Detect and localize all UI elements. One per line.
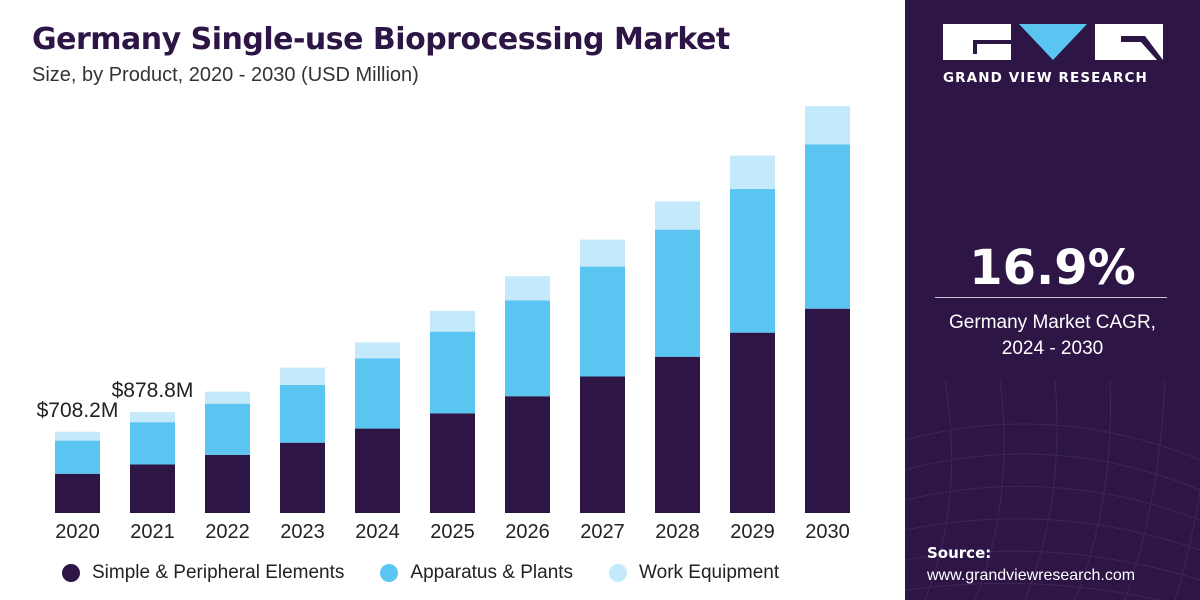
bar-2020-series-0 bbox=[55, 473, 100, 513]
bar-2030-series-0 bbox=[805, 308, 850, 513]
bar-2030-series-1 bbox=[805, 144, 850, 309]
x-tick-2027: 2027 bbox=[580, 521, 625, 543]
bar-chart: 2020 2021 2022 2023 2024 2025 2026 2027 2028 2029… bbox=[37, 106, 850, 543]
bar-2029-series-2 bbox=[730, 155, 775, 189]
cagr-label-line2: 2024 - 2030 bbox=[1001, 338, 1104, 359]
logo-triangle-icon bbox=[1019, 24, 1087, 60]
chart-title: Germany Single-use Bioprocessing Market bbox=[32, 22, 730, 57]
cagr-label-line1: Germany Market CAGR, bbox=[949, 312, 1156, 333]
chart-area: Germany Single-use Bioprocessing Market … bbox=[32, 22, 850, 584]
legend-item-simple: Simple & Peripheral Elements bbox=[62, 562, 344, 584]
side-panel: GRAND VIEW RESEARCH 16.9% Germany Market… bbox=[905, 0, 1200, 600]
chart-subtitle: Size, by Product, 2020 - 2030 (USD Milli… bbox=[32, 64, 419, 86]
bar-2022-series-1 bbox=[205, 403, 250, 455]
bar-2021-series-0 bbox=[130, 464, 175, 513]
legend-item-work: Work Equipment bbox=[609, 562, 779, 584]
bar-2024-series-0 bbox=[355, 428, 400, 513]
bar-2029-series-1 bbox=[730, 188, 775, 333]
bar-2023-series-2 bbox=[280, 367, 325, 385]
bar-2021-series-1 bbox=[130, 422, 175, 465]
x-tick-2023: 2023 bbox=[280, 521, 325, 543]
bar-2027-series-2 bbox=[580, 239, 625, 267]
bar-2024-series-1 bbox=[355, 358, 400, 429]
legend-swatch-simple bbox=[62, 564, 80, 582]
bar-2030-series-2 bbox=[805, 106, 850, 145]
bar-2028-series-1 bbox=[655, 229, 700, 357]
source-link[interactable]: www.grandviewresearch.com bbox=[927, 567, 1136, 584]
bar-2025-series-2 bbox=[430, 310, 475, 332]
bar-2027-series-1 bbox=[580, 266, 625, 377]
bar-2026-series-1 bbox=[505, 300, 550, 397]
bar-2020-series-2 bbox=[55, 431, 100, 441]
legend-label-work: Work Equipment bbox=[639, 562, 780, 583]
bar-2024-series-2 bbox=[355, 342, 400, 359]
bar-2023-series-0 bbox=[280, 442, 325, 513]
x-tick-2021: 2021 bbox=[130, 521, 175, 543]
bar-2026-series-0 bbox=[505, 396, 550, 513]
x-tick-2030: 2030 bbox=[805, 521, 850, 543]
legend-swatch-apparatus bbox=[380, 564, 399, 582]
x-tick-2020: 2020 bbox=[55, 521, 100, 543]
bar-2029-series-0 bbox=[730, 332, 775, 513]
legend-swatch-work bbox=[609, 564, 628, 582]
logo-block-r-icon bbox=[1095, 24, 1163, 60]
bar-2022-series-0 bbox=[205, 454, 250, 513]
x-tick-2029: 2029 bbox=[730, 521, 775, 543]
legend-label-apparatus: Apparatus & Plants bbox=[410, 562, 574, 583]
bar-2025-series-0 bbox=[430, 413, 475, 513]
x-tick-2024: 2024 bbox=[355, 521, 400, 543]
x-tick-2022: 2022 bbox=[205, 521, 250, 543]
bar-2020-series-1 bbox=[55, 440, 100, 474]
x-tick-2028: 2028 bbox=[655, 521, 700, 543]
bar-2027-series-0 bbox=[580, 376, 625, 513]
data-label-2021: $878.8M bbox=[112, 379, 194, 402]
data-label-2020: $708.2M bbox=[37, 399, 119, 422]
brand-name: GRAND VIEW RESEARCH bbox=[943, 70, 1148, 86]
grand-view-research-logo: GRAND VIEW RESEARCH bbox=[943, 24, 1163, 86]
grid-decoration bbox=[905, 380, 1200, 600]
source-title: Source: bbox=[927, 544, 992, 562]
x-tick-2025: 2025 bbox=[430, 521, 475, 543]
bar-2025-series-1 bbox=[430, 331, 475, 414]
bar-2021-series-2 bbox=[130, 412, 175, 423]
bar-2028-series-0 bbox=[655, 356, 700, 513]
legend-item-apparatus: Apparatus & Plants bbox=[380, 562, 573, 584]
legend-label-simple: Simple & Peripheral Elements bbox=[92, 562, 345, 583]
legend: Simple & Peripheral Elements Apparatus &… bbox=[62, 562, 815, 584]
bar-2023-series-1 bbox=[280, 384, 325, 443]
logo-block-g-icon bbox=[943, 24, 1011, 60]
bar-2022-series-2 bbox=[205, 391, 250, 404]
bar-2026-series-2 bbox=[505, 276, 550, 301]
logo-marks bbox=[943, 24, 1163, 60]
cagr-divider bbox=[935, 297, 1167, 298]
x-tick-2026: 2026 bbox=[505, 521, 550, 543]
cagr-label: Germany Market CAGR, 2024 - 2030 bbox=[905, 310, 1200, 362]
cagr-value: 16.9% bbox=[969, 240, 1136, 296]
bar-2028-series-2 bbox=[655, 201, 700, 230]
